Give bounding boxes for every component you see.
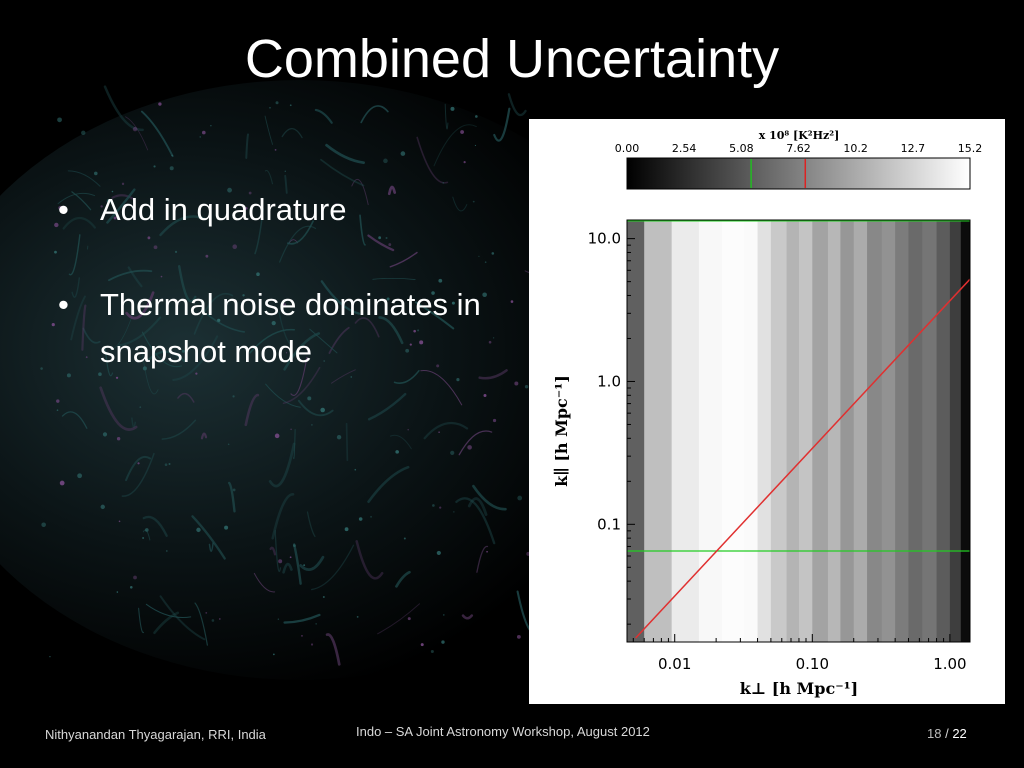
horizon-line	[635, 278, 971, 639]
heatmap-column	[960, 220, 971, 642]
colorbar-tick-label: 10.2	[843, 142, 868, 155]
heatmap-column	[949, 220, 962, 642]
bullet-list: Add in quadrature Thermal noise dominate…	[58, 186, 498, 423]
heatmap-column	[721, 220, 745, 642]
heatmap-column	[770, 220, 788, 642]
heatmap-column	[895, 220, 909, 642]
heatmap-column	[881, 220, 896, 642]
footer-event: Indo – SA Joint Astronomy Workshop, Augu…	[356, 724, 650, 739]
heatmap-column	[827, 220, 841, 642]
footer-author: Nithyanandan Thyagarajan, RRI, India	[45, 727, 266, 742]
power-spectrum-figure: x 10⁸ [K²Hz²] 0.00 2.54 5.08 7.62 10.2 12.7 15…	[529, 119, 1005, 704]
heatmap-column	[644, 220, 673, 642]
y-tick-label: 10.0	[588, 230, 621, 248]
heatmap-column	[671, 220, 700, 642]
x-axis-label: k⊥ [h Mpc⁻¹]	[740, 679, 858, 698]
heatmap-column	[744, 220, 759, 642]
colorbar-gradient	[626, 157, 971, 190]
bullet-item: Thermal noise dominates in snapshot mode	[58, 281, 498, 375]
y-tick-label: 1.0	[597, 372, 621, 390]
page-total: 22	[952, 726, 967, 741]
y-tick-label: 0.1	[597, 515, 621, 533]
x-tick-label: 0.01	[658, 655, 691, 673]
bullet-item: Add in quadrature	[58, 186, 498, 233]
heatmap-column	[698, 220, 723, 642]
power-spectrum-chart: x 10⁸ [K²Hz²] 0.00 2.54 5.08 7.62 10.2 12.7 15…	[552, 129, 983, 698]
heatmap-column	[867, 220, 883, 642]
colorbar-tick-label: 5.08	[729, 142, 754, 155]
heatmap-column	[922, 220, 938, 642]
heatmap-column	[798, 220, 813, 642]
heatmap-column	[786, 220, 800, 642]
y-axis-label: k∥ [h Mpc⁻¹]	[552, 375, 571, 487]
page-number: 18 / 22	[927, 726, 967, 741]
colorbar-tick-label: 7.62	[786, 142, 811, 155]
colorbar-label: x 10⁸ [K²Hz²]	[759, 129, 840, 142]
colorbar-tick-label: 2.54	[672, 142, 697, 155]
heatmap-column	[840, 220, 855, 642]
heatmap-column	[936, 220, 951, 642]
heatmap-column	[812, 220, 829, 642]
heatmap-column	[627, 220, 645, 642]
page-separator: /	[941, 726, 953, 741]
x-tick-label: 1.00	[933, 655, 966, 673]
colorbar-tick-label: 12.7	[901, 142, 926, 155]
heatmap-column	[853, 220, 868, 642]
colorbar-markers	[750, 159, 807, 188]
heatmap-column	[908, 220, 923, 642]
colorbar-tick-label: 0.00	[615, 142, 640, 155]
colorbar-tick-label: 15.2	[958, 142, 983, 155]
page-current: 18	[927, 726, 942, 741]
heatmap-column	[757, 220, 772, 642]
colorbar: x 10⁸ [K²Hz²] 0.00 2.54 5.08 7.62 10.2 12.7 15…	[615, 129, 983, 190]
slide-title: Combined Uncertainty	[244, 29, 780, 89]
heatmap-plot: 0.01 0.10 1.00 0.1 1.0 10.0 k⊥ [h Mpc⁻¹] k∥ […	[552, 219, 971, 698]
x-tick-label: 0.10	[796, 655, 829, 673]
